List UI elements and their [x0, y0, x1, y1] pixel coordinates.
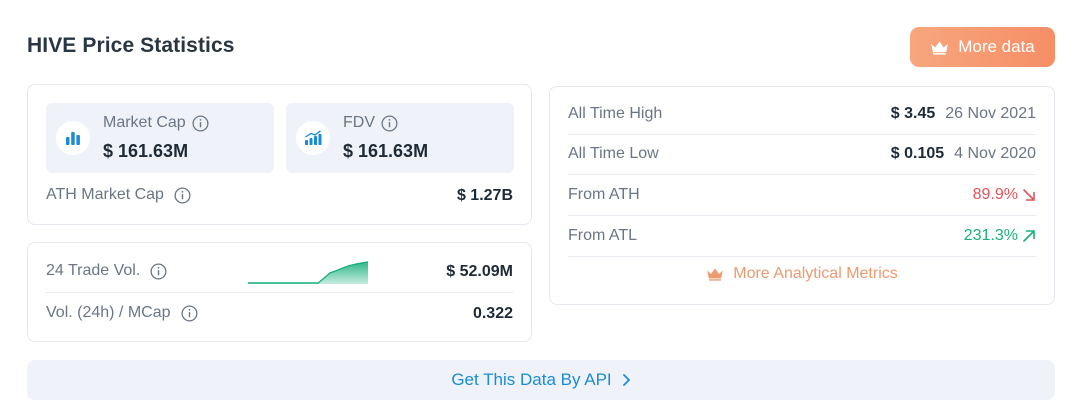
- from-ath-change: 89.9%: [973, 186, 1036, 204]
- atl-price: $ 0.105: [890, 145, 945, 162]
- atl-label: All Time Low: [568, 145, 659, 162]
- info-icon[interactable]: [180, 304, 198, 322]
- arrow-down-right-icon: [1023, 189, 1035, 201]
- row-divider: [568, 174, 1036, 175]
- info-icon[interactable]: [174, 186, 191, 204]
- fdv-box: FDV $ 161.63M: [286, 103, 514, 173]
- ath-price: $ 3.45: [890, 105, 936, 122]
- trade-vol-label: 24 Trade Vol.: [46, 262, 141, 279]
- more-data-button[interactable]: More data: [910, 27, 1055, 67]
- arrow-up-right-icon: [1023, 230, 1035, 242]
- more-data-label: More data: [958, 37, 1035, 56]
- ath-market-cap-label: ATH Market Cap: [46, 186, 164, 203]
- volume-sparkline: [248, 261, 368, 284]
- atl-values: $ 0.105 4 Nov 2020: [891, 145, 1036, 163]
- from-atl-value: 231.3%: [963, 227, 1018, 244]
- ath-market-cap-value: $ 1.27B: [456, 187, 513, 204]
- market-cap-card: Market Cap $ 161.63M FDV: [27, 84, 532, 225]
- info-icon[interactable]: [381, 114, 398, 132]
- market-cap-label: Market Cap: [103, 114, 186, 131]
- ath-date: 26 Nov 2021: [945, 105, 1036, 122]
- row-divider: [568, 256, 1036, 257]
- market-cap-value: $ 161.63M: [103, 141, 189, 161]
- row-divider: [568, 134, 1036, 135]
- market-cap-box: Market Cap $ 161.63M: [46, 103, 274, 173]
- vol-mcap-label: Vol. (24h) / MCap: [46, 304, 171, 321]
- vol-mcap-value: 0.322: [472, 305, 513, 322]
- trade-vol-value: $ 52.09M: [446, 263, 513, 280]
- from-atl-label: From ATL: [568, 227, 638, 244]
- bar-chart-icon: [56, 121, 90, 155]
- from-atl-values: 231.3%: [964, 227, 1036, 245]
- get-data-by-api-label: Get This Data By API: [451, 370, 612, 389]
- more-analytical-metrics-label: More Analytical Metrics: [733, 265, 898, 282]
- more-analytical-metrics-link[interactable]: More Analytical Metrics: [550, 265, 1054, 283]
- info-icon[interactable]: [192, 114, 209, 132]
- from-ath-values: 89.9%: [973, 186, 1036, 204]
- crown-icon: [931, 40, 949, 55]
- ath-values: $ 3.45 26 Nov 2021: [891, 105, 1036, 123]
- page-title: HIVE Price Statistics: [27, 34, 235, 57]
- from-atl-change: 231.3%: [964, 227, 1036, 245]
- ath-label: All Time High: [568, 105, 663, 122]
- ath-market-cap-label-row: ATH Market Cap: [46, 186, 191, 204]
- row-divider: [568, 215, 1036, 216]
- volume-card: 24 Trade Vol. $ 52.09M Vol. (24h) / MCap…: [27, 242, 532, 342]
- info-icon[interactable]: [150, 262, 167, 280]
- vol-mcap-label-row: Vol. (24h) / MCap: [46, 304, 198, 322]
- atl-date: 4 Nov 2020: [954, 145, 1036, 162]
- fdv-label: FDV: [343, 114, 375, 131]
- chevron-right-icon: [622, 374, 630, 386]
- get-data-by-api-button[interactable]: Get This Data By API: [27, 360, 1055, 400]
- trade-vol-label-row: 24 Trade Vol.: [46, 262, 167, 280]
- price-history-card: All Time High $ 3.45 26 Nov 2021 All Tim…: [549, 86, 1055, 305]
- row-divider: [46, 292, 513, 293]
- fdv-value: $ 161.63M: [343, 141, 429, 161]
- crown-icon: [707, 268, 724, 281]
- from-ath-label: From ATH: [568, 186, 640, 203]
- growth-chart-icon: [296, 121, 330, 155]
- fdv-label-row: FDV: [343, 114, 398, 132]
- from-ath-value: 89.9%: [972, 186, 1018, 203]
- market-cap-label-row: Market Cap: [103, 114, 209, 132]
